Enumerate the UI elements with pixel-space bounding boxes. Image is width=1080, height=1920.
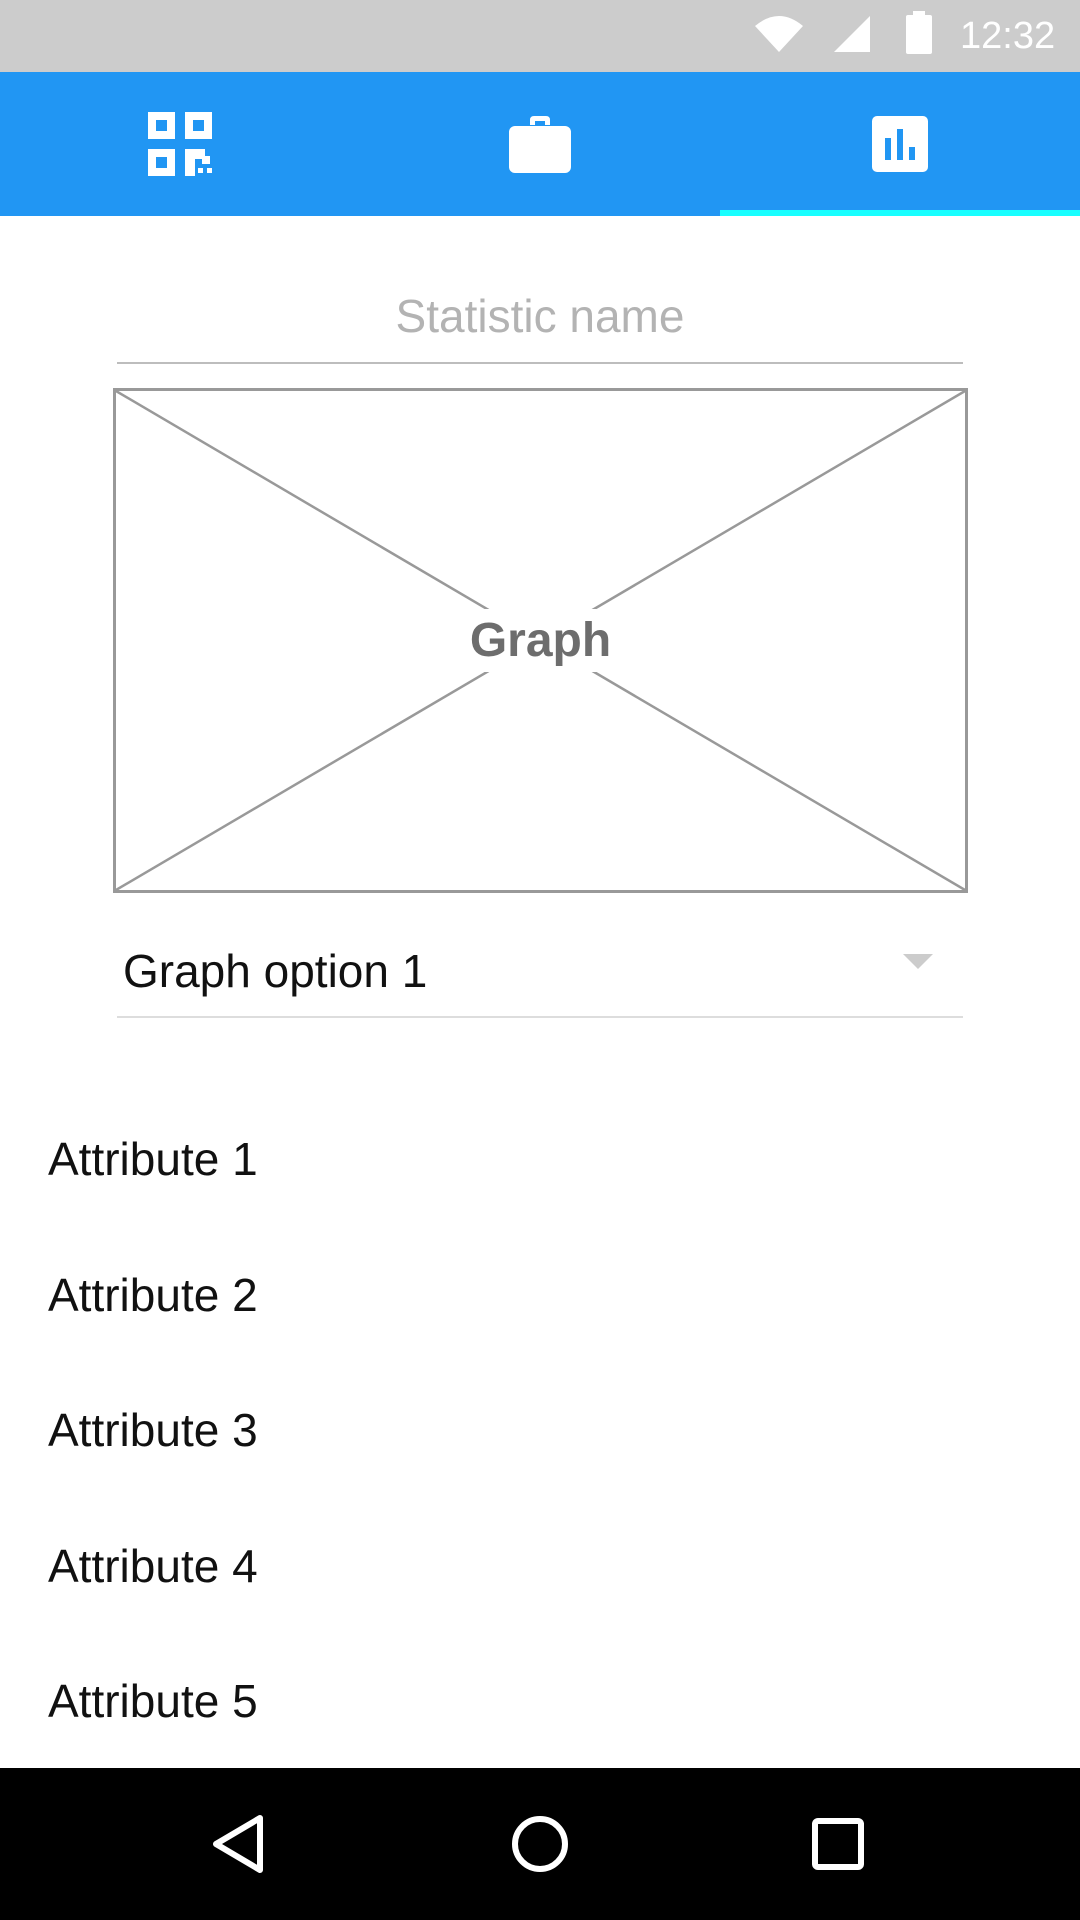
- dropdown-arrow-icon: [903, 954, 933, 969]
- navigation-bar: [0, 1768, 1080, 1920]
- status-time: 12:32: [960, 15, 1056, 57]
- statistic-name-input[interactable]: [117, 270, 963, 364]
- graph-label-wrap: Graph: [116, 391, 965, 890]
- briefcase-icon: [509, 116, 571, 173]
- home-icon: [512, 1816, 568, 1872]
- graph-option-dropdown[interactable]: Graph option 1: [117, 930, 963, 1018]
- tab-bar: [0, 72, 1080, 216]
- tab-statistics[interactable]: [720, 72, 1080, 216]
- attribute-list: Attribute 1 Attribute 2 Attribute 3 Attr…: [0, 1095, 1080, 1773]
- graph-placeholder: Graph: [113, 388, 968, 893]
- tab-briefcase[interactable]: [360, 72, 720, 216]
- back-button[interactable]: [178, 1768, 298, 1920]
- wifi-icon: [755, 16, 803, 52]
- qr-code-icon: [148, 112, 212, 176]
- battery-icon: [906, 11, 932, 54]
- graph-label: Graph: [455, 609, 626, 672]
- home-button[interactable]: [480, 1768, 600, 1920]
- signal-icon: [834, 16, 870, 52]
- bar-chart-icon: [872, 116, 928, 172]
- attribute-item-2[interactable]: Attribute 2: [48, 1268, 258, 1321]
- attribute-item-5[interactable]: Attribute 5: [48, 1675, 258, 1727]
- graph-option-value: Graph option 1: [123, 945, 428, 997]
- recents-button[interactable]: [778, 1768, 898, 1920]
- attribute-item-4[interactable]: Attribute 4: [48, 1539, 258, 1592]
- attribute-item-1[interactable]: Attribute 1: [48, 1133, 258, 1185]
- status-bar: 12:32: [0, 0, 1080, 72]
- back-icon: [213, 1815, 263, 1873]
- recents-icon: [812, 1818, 864, 1870]
- active-tab-indicator: [720, 210, 1080, 216]
- tab-qr-code[interactable]: [0, 72, 360, 216]
- attribute-item-3[interactable]: Attribute 3: [48, 1404, 258, 1456]
